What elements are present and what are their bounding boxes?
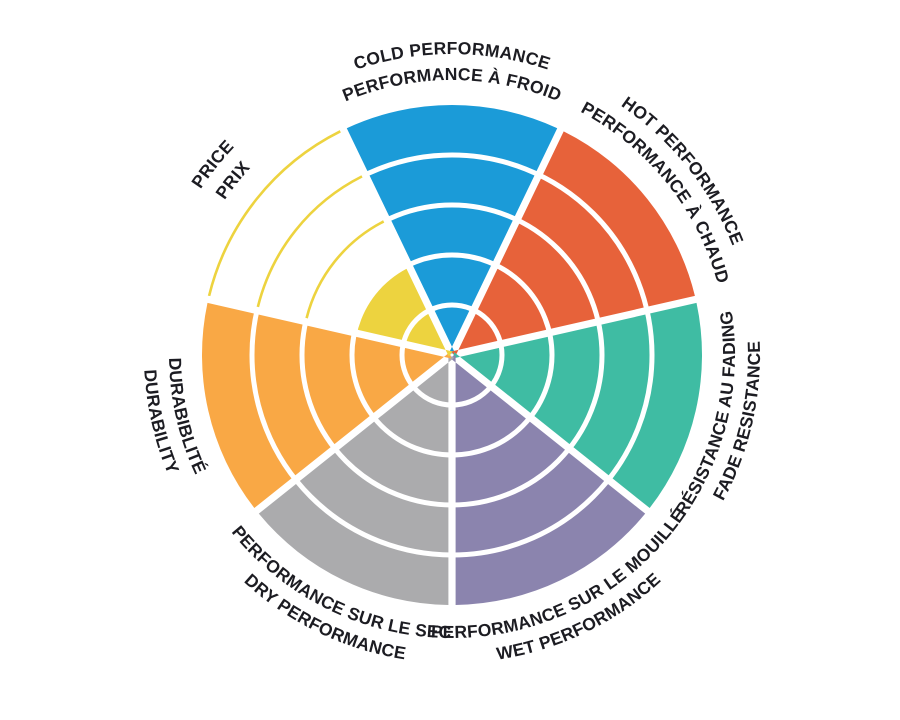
sector-cold-performance	[346, 104, 558, 354]
sector-hot-performance	[451, 131, 695, 357]
ring-divider-1	[399, 302, 505, 408]
ring-outline-price-5	[207, 130, 341, 297]
sector-dry-performance	[258, 355, 455, 605]
sector-wet-performance	[449, 355, 646, 605]
label-cold-performance-fr: PERFORMANCE À FROID	[340, 64, 565, 105]
ring-outline-price-4	[256, 175, 363, 308]
sector-fade-resistance	[452, 302, 703, 509]
sector-durability	[201, 302, 452, 509]
ring-outline-price-3	[305, 220, 385, 319]
ring-divider-3	[299, 202, 605, 508]
ring-divider-2	[349, 252, 555, 458]
ring-divider-4	[249, 152, 655, 558]
